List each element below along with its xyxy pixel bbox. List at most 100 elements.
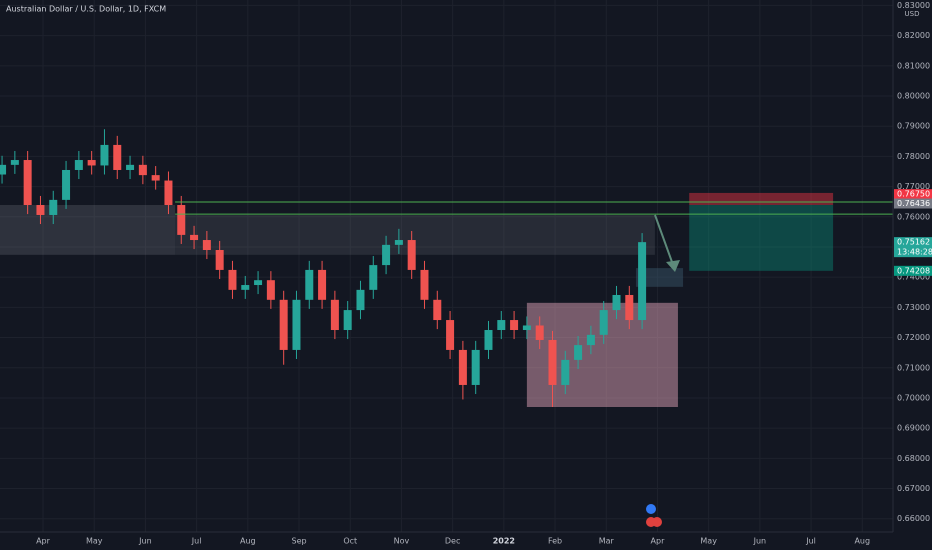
candle-body	[254, 280, 263, 286]
candle-body	[356, 289, 365, 311]
candle-body	[49, 199, 58, 215]
candle-body	[292, 299, 301, 350]
y-tick-label: 0.69000	[897, 424, 930, 433]
x-tick-label: Jul	[191, 537, 202, 546]
axes: 0.66000 0.67000 0.68000 0.69000 0.70000 0.710…	[36, 1, 932, 546]
candle-body	[484, 330, 493, 350]
candle-body	[62, 169, 71, 200]
candle-body	[138, 164, 147, 176]
event-icon[interactable]	[646, 504, 656, 514]
y-tick-label: 0.82000	[897, 31, 930, 40]
x-tick-label: Aug	[240, 537, 256, 546]
candle-body	[471, 349, 480, 385]
candle-body	[202, 240, 211, 250]
levels	[175, 201, 893, 215]
x-tick-label: Feb	[548, 537, 562, 546]
x-tick-label: Mar	[599, 537, 615, 546]
candle-body	[638, 242, 647, 321]
x-tick-label: Oct	[343, 537, 357, 546]
candle-body	[625, 294, 634, 321]
candle-body	[164, 180, 173, 206]
grid	[0, 0, 893, 532]
candle-body	[100, 144, 109, 166]
candle-body	[228, 269, 237, 290]
y-tick-label: 0.78000	[897, 152, 930, 161]
zone	[0, 205, 176, 255]
y-tick-label: 0.66000	[897, 514, 930, 523]
candle-body	[190, 234, 199, 241]
y-tick-label: 0.74000	[897, 273, 930, 282]
candle-body	[535, 325, 544, 340]
candle-body	[266, 280, 275, 300]
candle-body	[497, 320, 506, 331]
y-tick-label: 0.80000	[897, 92, 930, 101]
price-label-bg	[894, 265, 932, 276]
candle-body	[0, 164, 7, 175]
candle-body	[151, 175, 160, 181]
price-label-bg	[894, 198, 932, 209]
y-tick-label: 0.70000	[897, 393, 930, 402]
candle-body	[407, 240, 416, 270]
candle-body	[113, 144, 122, 170]
y-tick-label: 0.68000	[897, 454, 930, 463]
candle-body	[599, 310, 608, 335]
candle-body	[394, 240, 403, 245]
candle-body	[343, 310, 352, 331]
price-label: 0.76436	[897, 199, 930, 208]
candle-body	[318, 269, 327, 300]
x-tick-label: 2022	[493, 537, 515, 546]
y-tick-label: 0.81000	[897, 61, 930, 70]
candle-body	[612, 294, 621, 311]
candle-body	[10, 160, 19, 165]
candle-body	[458, 349, 467, 385]
candle-body	[522, 325, 531, 331]
candle-body	[548, 339, 557, 385]
price-label: 0.75162	[897, 238, 930, 247]
currency-label: USD	[905, 10, 920, 18]
x-tick-label: May	[86, 537, 103, 546]
candle-body	[586, 334, 595, 346]
candle-body	[446, 320, 455, 350]
candle-body	[74, 160, 83, 170]
x-tick-label: Apr	[651, 537, 666, 546]
y-tick-label: 0.71000	[897, 363, 930, 372]
candle-body	[305, 269, 314, 300]
candle-body	[126, 164, 135, 170]
candle-body	[574, 345, 583, 360]
candles	[0, 129, 647, 408]
arrow-shaft	[654, 214, 673, 263]
candle-body	[433, 299, 442, 321]
x-tick-label: Apr	[36, 537, 51, 546]
y-tick-label: 0.79000	[897, 122, 930, 131]
price-label: 0.76750	[897, 190, 930, 199]
arrow-head	[666, 260, 680, 272]
x-tick-label: Aug	[854, 537, 870, 546]
candle-body	[241, 285, 250, 290]
candle-body	[330, 299, 339, 331]
x-tick-label: Sep	[291, 537, 306, 546]
zone	[635, 268, 684, 287]
y-tick-label: 0.76000	[897, 212, 930, 221]
candle-body	[420, 269, 429, 300]
price-label-bg	[894, 189, 932, 200]
x-tick-label: May	[700, 537, 717, 546]
zone	[689, 192, 834, 206]
candle-body	[23, 160, 32, 206]
y-tick-label: 0.83000	[897, 1, 930, 10]
event-icon[interactable]	[652, 517, 662, 527]
candle-body	[36, 205, 45, 215]
y-tick-label: 0.67000	[897, 484, 930, 493]
candle-body	[369, 265, 378, 290]
symbol-title: Australian Dollar / U.S. Dollar, 1D, FXC…	[6, 5, 166, 14]
x-tick-label: Dec	[445, 537, 460, 546]
x-tick-label: Jun	[138, 537, 152, 546]
candle-body	[177, 205, 186, 235]
candle-body	[382, 244, 391, 266]
y-tick-label: 0.77000	[897, 182, 930, 191]
x-tick-label: Nov	[394, 537, 410, 546]
candle-body	[561, 359, 570, 385]
price-label: 0.74208	[897, 266, 930, 275]
x-tick-label: Jul	[805, 537, 816, 546]
